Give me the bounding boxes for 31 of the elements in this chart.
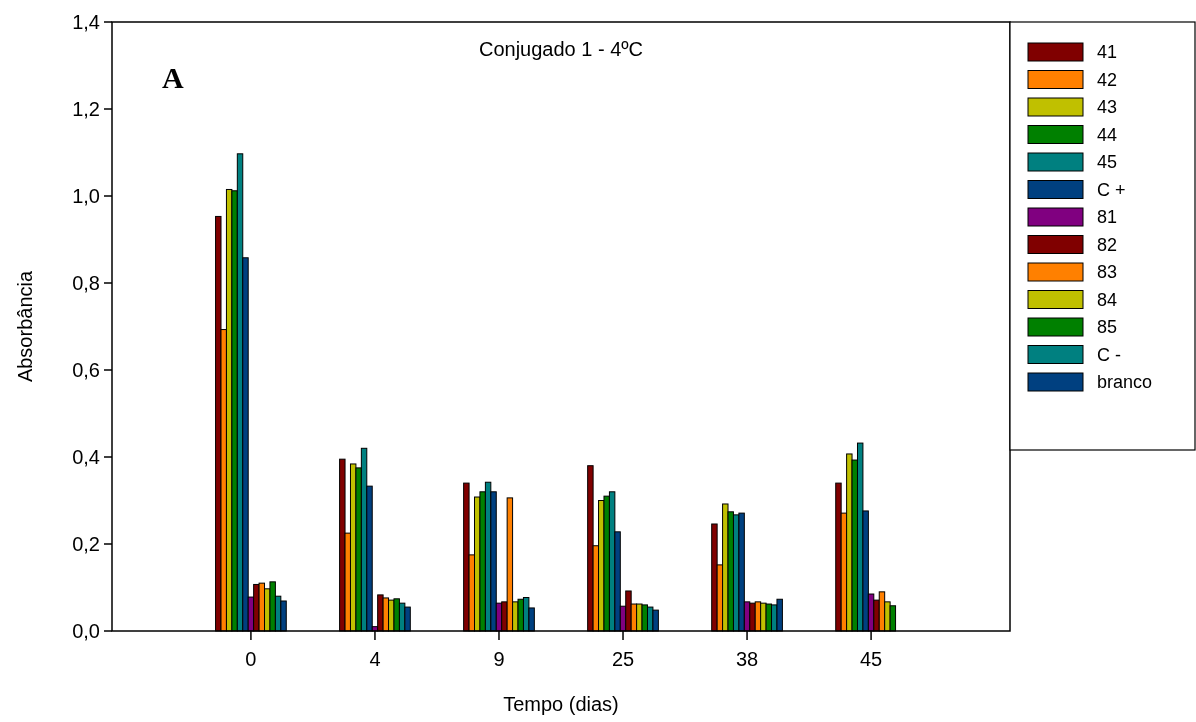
y-tick-label: 1,4 <box>72 11 100 33</box>
legend-label: 43 <box>1097 97 1118 117</box>
legend-label: C + <box>1097 179 1126 200</box>
annotation: A <box>162 61 184 94</box>
y-tick-label: 0,6 <box>72 359 100 381</box>
legend-label: 41 <box>1097 42 1118 62</box>
y-tick-label: 1,0 <box>72 185 100 207</box>
x-tick-label: 25 <box>611 648 635 670</box>
x-tick-label: 0 <box>245 648 257 670</box>
y-tick-label: 0,4 <box>72 446 100 468</box>
y-tick-label: 0,8 <box>72 272 100 294</box>
y-tick-label: 0,2 <box>72 533 100 555</box>
y-tick-label: 1,2 <box>72 98 100 120</box>
legend-label: 45 <box>1097 152 1118 172</box>
x-tick-label: 45 <box>859 648 883 670</box>
x-tick-label: 4 <box>369 648 381 670</box>
legend-label: 42 <box>1097 69 1118 90</box>
legend-label: C - <box>1097 344 1121 365</box>
legend-label: 82 <box>1097 234 1118 255</box>
y-axis-title: Absorbância <box>14 270 36 383</box>
legend-label: 85 <box>1097 317 1118 337</box>
legend-label: 84 <box>1097 289 1118 310</box>
x-axis-title: Tempo (dias) <box>503 693 619 715</box>
legend-label: 44 <box>1097 124 1118 145</box>
legend-label: 81 <box>1097 207 1118 227</box>
legend-label: branco <box>1097 372 1153 392</box>
y-tick-label: 0,0 <box>72 620 100 642</box>
text: Conjugado 1 - 4ºC <box>478 38 644 60</box>
x-tick-label: 38 <box>735 648 759 670</box>
x-tick-label: 9 <box>493 648 505 670</box>
legend-label: 83 <box>1097 262 1118 282</box>
